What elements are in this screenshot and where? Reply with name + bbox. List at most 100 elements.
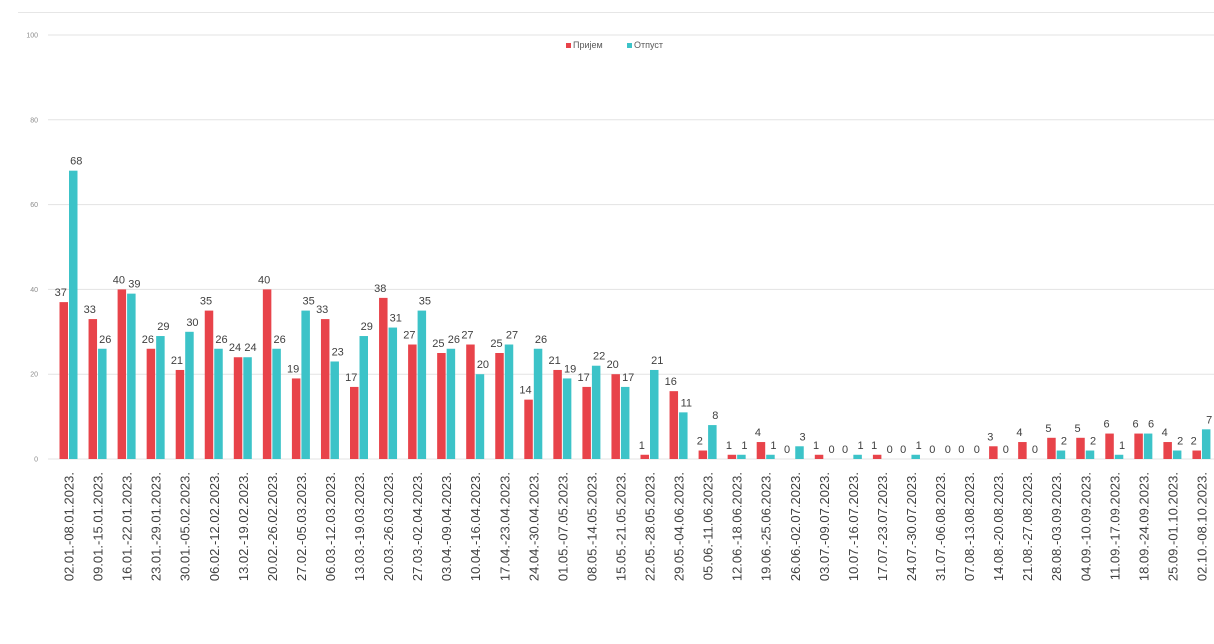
x-tick-label: 24.07.-30.07.2023. <box>904 472 919 581</box>
data-label-otpust: 1 <box>1119 440 1125 452</box>
data-label-prijem: 17 <box>578 372 590 384</box>
bar-otpust <box>504 344 514 459</box>
data-label-prijem: 40 <box>113 274 125 286</box>
x-tick-label: 06.03.-12.03.2023. <box>323 472 338 581</box>
y-tick-label: 40 <box>30 287 38 294</box>
data-label-prijem: 33 <box>316 304 328 316</box>
x-tick-label: 09.01.-15.01.2023. <box>91 472 106 581</box>
data-label-otpust: 1 <box>741 440 747 452</box>
data-label-otpust: 27 <box>506 330 518 342</box>
x-tick-label: 12.06.-18.06.2023. <box>730 472 745 581</box>
x-tick-label: 21.08.-27.08.2023. <box>1020 472 1035 581</box>
data-label-prijem: 1 <box>726 440 732 452</box>
data-label-otpust: 22 <box>593 351 605 363</box>
x-tick-label: 15.05.-21.05.2023. <box>613 472 628 581</box>
data-label-otpust: 35 <box>419 296 431 308</box>
data-label-otpust: 7 <box>1206 414 1212 426</box>
x-tick-label: 20.03.-26.03.2023. <box>381 472 396 581</box>
x-tick-label: 11.09.-17.09.2023. <box>1107 472 1122 580</box>
data-label-prijem: 25 <box>432 338 444 350</box>
bar-prijem <box>611 374 620 459</box>
data-label-prijem: 1 <box>813 440 819 452</box>
x-tick-label: 16.01.-22.01.2023. <box>120 472 135 581</box>
data-label-otpust: 11 <box>681 397 692 409</box>
data-label-otpust: 68 <box>70 156 82 168</box>
data-label-prijem: 4 <box>1016 427 1022 439</box>
data-label-otpust: 29 <box>157 321 169 333</box>
data-label-prijem: 17 <box>345 372 357 384</box>
data-label-otpust: 1 <box>858 440 864 452</box>
data-label-otpust: 31 <box>390 313 402 325</box>
x-axis-ticks: 02.01.-08.01.2023. 09.01.-15.01.2023. 16.0… <box>62 472 1210 581</box>
bar-prijem <box>466 344 475 459</box>
data-label-otpust: 19 <box>564 363 576 375</box>
x-tick-label: 17.04.-23.04.2023. <box>497 472 512 581</box>
bar-otpust <box>591 365 601 459</box>
x-tick-label: 17.07.-23.07.2023. <box>875 472 890 581</box>
bar-prijem <box>146 348 156 459</box>
bar-otpust <box>853 454 862 459</box>
bar-otpust <box>911 454 920 459</box>
data-label-otpust: 17 <box>622 372 634 384</box>
data-label-prijem: 26 <box>142 334 154 346</box>
gridlines <box>48 34 1214 460</box>
x-tick-label: 10.04.-16.04.2023. <box>468 472 483 581</box>
data-label-otpust: 0 <box>945 444 951 456</box>
data-label-otpust: 26 <box>273 334 285 346</box>
bar-otpust <box>1172 450 1182 459</box>
data-label-otpust: 0 <box>1003 444 1009 456</box>
data-label-otpust: 0 <box>974 444 980 456</box>
bar-prijem <box>175 369 185 459</box>
data-label-prijem: 6 <box>1133 419 1139 431</box>
bar-otpust <box>679 412 688 459</box>
x-tick-label: 01.05.-07.05.2023. <box>555 472 570 581</box>
data-label-prijem: 4 <box>1162 427 1168 439</box>
bar-otpust <box>620 386 630 459</box>
bar-prijem <box>582 386 591 459</box>
data-label-prijem: 5 <box>1074 423 1080 435</box>
bar-otpust <box>417 310 427 459</box>
bar-prijem <box>320 319 330 459</box>
data-label-otpust: 26 <box>99 334 111 346</box>
bar-otpust <box>533 348 543 459</box>
x-tick-label: 24.04.-30.04.2023. <box>526 472 541 581</box>
x-tick-label: 27.03.-02.04.2023. <box>410 472 425 581</box>
x-tick-label: 04.09.-10.09.2023. <box>1078 472 1093 581</box>
bar-prijem <box>1076 437 1085 459</box>
data-label-prijem: 37 <box>55 287 67 299</box>
data-label-prijem: 27 <box>403 330 415 342</box>
data-label-prijem: 16 <box>665 376 677 388</box>
bar-otpust <box>562 378 572 459</box>
data-label-prijem: 0 <box>842 444 848 456</box>
bar-otpust <box>650 369 659 459</box>
data-label-otpust: 35 <box>303 296 315 308</box>
x-tick-label: 30.01.-05.02.2023. <box>178 472 193 581</box>
x-tick-label: 02.01.-08.01.2023. <box>62 472 77 581</box>
bar-prijem <box>262 289 272 459</box>
legend-entry: Отпуст <box>634 40 663 50</box>
bar-prijem <box>1047 437 1056 459</box>
bar-prijem <box>233 357 243 459</box>
data-label-prijem: 0 <box>900 444 906 456</box>
bar-prijem <box>756 442 766 459</box>
bar-otpust <box>766 454 775 459</box>
data-label-prijem: 27 <box>461 330 473 342</box>
legend-entry: Пријем <box>573 40 603 50</box>
bar-otpust <box>1056 450 1066 459</box>
legend-swatch <box>566 43 571 48</box>
data-label-otpust: 1 <box>916 440 922 452</box>
bar-otpust <box>330 361 339 459</box>
data-label-otpust: 23 <box>332 346 344 358</box>
bar-otpust <box>708 425 717 459</box>
bar-otpust <box>1143 433 1153 459</box>
legend: Пријем Отпуст <box>566 40 663 50</box>
x-tick-label: 23.01.-29.01.2023. <box>149 472 164 581</box>
data-label-prijem: 3 <box>987 431 993 443</box>
bar-prijem <box>1134 433 1143 459</box>
data-label-otpust: 24 <box>244 342 256 354</box>
data-label-otpust: 2 <box>1090 436 1096 448</box>
data-label-prijem: 2 <box>697 436 703 448</box>
x-tick-label: 06.02.-12.02.2023. <box>207 472 222 581</box>
